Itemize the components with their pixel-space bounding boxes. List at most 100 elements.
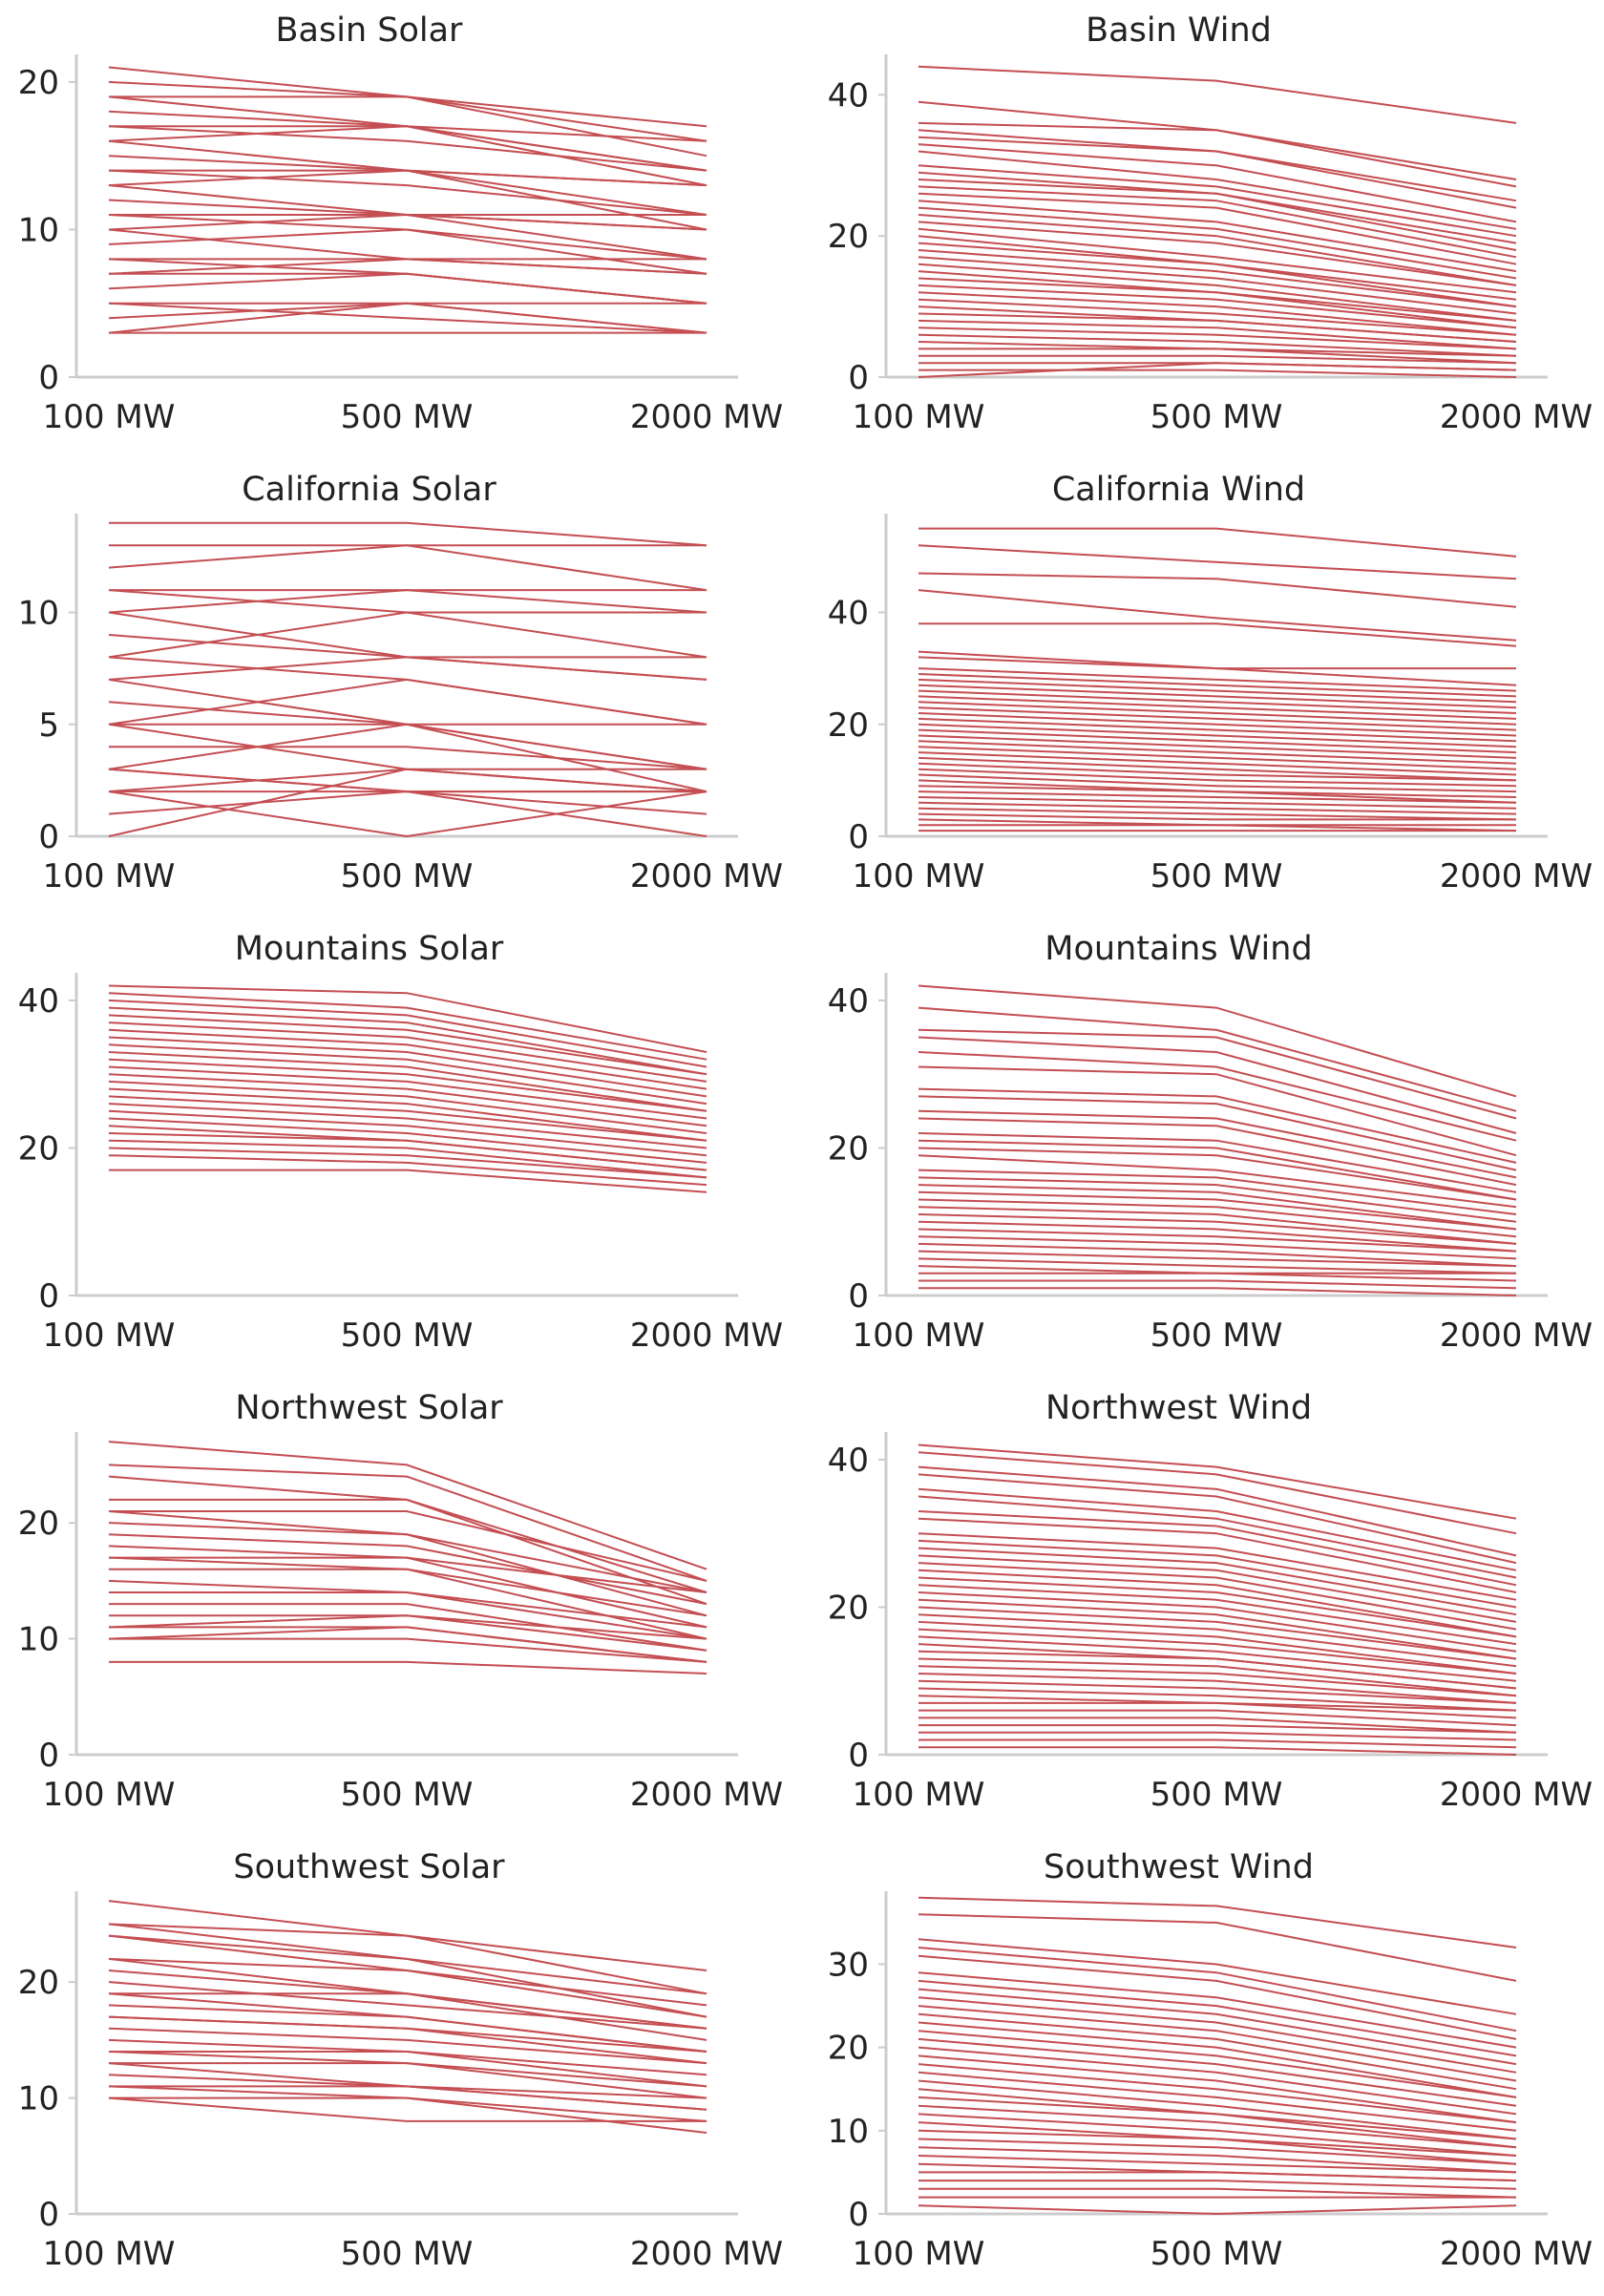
- series-line: [918, 1554, 1517, 1623]
- series-line: [918, 249, 1517, 308]
- series-line: [109, 1556, 707, 1593]
- series-line: [108, 1065, 707, 1120]
- series-line: [108, 228, 707, 261]
- series-line: [108, 1464, 707, 1582]
- x-tick-label: 100 MW: [43, 1776, 176, 1814]
- series-line: [918, 2138, 1517, 2165]
- series-line: [108, 1109, 707, 1157]
- y-tick-label: 40: [18, 982, 59, 1021]
- y-tick-label: 0: [38, 2196, 59, 2234]
- x-tick-label: 2000 MW: [630, 2235, 783, 2273]
- panel-northwest-wind: Northwest Wind 0 20 40 100 MW 500 MW 2000 MW: [828, 1389, 1593, 1814]
- x-tick-label: 100 MW: [43, 857, 176, 895]
- series-line: [109, 125, 707, 187]
- series-line: [918, 1190, 1517, 1231]
- series-line: [108, 2027, 707, 2065]
- series-line: [918, 164, 1517, 238]
- series-line: [918, 785, 1517, 804]
- series-line: [918, 2005, 1517, 2082]
- y-tick-label: 0: [848, 359, 869, 397]
- series-line: [918, 544, 1517, 580]
- series-line: [108, 1006, 707, 1076]
- series-line: [108, 2004, 707, 2053]
- panel-title: Mountains Wind: [1045, 930, 1312, 968]
- series-line: [918, 1051, 1517, 1142]
- series-line: [918, 179, 1517, 251]
- series-line: [108, 589, 707, 659]
- series-line: [918, 1465, 1517, 1557]
- series-line: [918, 667, 1517, 692]
- series-line: [918, 1738, 1517, 1749]
- series-line: [918, 1562, 1517, 1631]
- series-line: [108, 1441, 707, 1570]
- series-line: [918, 1220, 1517, 1253]
- series-line: [918, 572, 1517, 608]
- series-line: [108, 169, 707, 231]
- y-tick-label: 0: [848, 1737, 869, 1775]
- series-line: [918, 1206, 1517, 1245]
- series-line: [109, 1498, 707, 1606]
- series-line: [918, 1576, 1517, 1638]
- series-line: [108, 790, 707, 838]
- series-line: [108, 1957, 707, 2018]
- y-tick-label: 0: [848, 818, 869, 856]
- series-line: [918, 656, 1517, 686]
- series-line: [918, 185, 1517, 259]
- series-line: [108, 125, 707, 172]
- series-line: [918, 284, 1517, 329]
- series-line: [918, 1709, 1517, 1727]
- series-line: [918, 369, 1517, 378]
- series-line: [918, 1547, 1517, 1616]
- series-line: [108, 2096, 707, 2122]
- series-line: [918, 812, 1516, 821]
- series-line: [918, 65, 1517, 124]
- series-line: [918, 1272, 1517, 1282]
- y-tick-label: 40: [828, 1442, 869, 1480]
- series-line: [109, 2062, 707, 2099]
- series-line: [918, 2171, 1517, 2182]
- series-line: [918, 695, 1517, 720]
- series-line: [108, 589, 707, 614]
- series-line: [109, 589, 707, 614]
- x-tick-label: 2000 MW: [1440, 1317, 1593, 1355]
- series-line: [918, 1036, 1517, 1134]
- x-tick-label: 2000 MW: [1440, 857, 1593, 895]
- series-line: [918, 2037, 1517, 2107]
- panel-title: Basin Solar: [276, 11, 464, 50]
- y-tick-label: 20: [18, 1964, 59, 2002]
- x-tick-label: 100 MW: [43, 1317, 176, 1355]
- series-line: [918, 1569, 1517, 1638]
- x-tick-label: 500 MW: [341, 1776, 474, 1814]
- series-line: [918, 1954, 1517, 2040]
- y-tick-label: 10: [18, 595, 59, 633]
- series-line: [918, 326, 1517, 350]
- series-line: [108, 1103, 707, 1149]
- series-line: [918, 2180, 1517, 2190]
- series-line: [918, 740, 1517, 765]
- series-line: [108, 1132, 707, 1171]
- series-line: [918, 773, 1517, 793]
- series-line: [918, 734, 1517, 759]
- panel-mountains-wind: Mountains Wind 0 20 40 100 MW 500 MW 2000 MW: [828, 930, 1593, 1355]
- series-line: [918, 1176, 1517, 1223]
- series-line: [918, 1717, 1517, 1734]
- panel-title: Northwest Solar: [235, 1389, 503, 1427]
- x-tick-label: 500 MW: [341, 2235, 474, 2273]
- series-line: [918, 2030, 1517, 2098]
- series-line: [918, 717, 1517, 743]
- series-line: [109, 95, 707, 158]
- series-line: [108, 1043, 707, 1106]
- series-line: [108, 1014, 707, 1076]
- series-line: [918, 214, 1517, 286]
- series-line: [918, 1606, 1517, 1660]
- series-line: [918, 206, 1517, 280]
- series-line: [108, 1117, 707, 1164]
- series-line: [918, 2155, 1517, 2174]
- series-line: [918, 1532, 1517, 1601]
- series-line: [918, 362, 1517, 371]
- series-line: [109, 1637, 707, 1663]
- series-line: [109, 1660, 707, 1675]
- series-line: [109, 521, 707, 547]
- series-line: [108, 1028, 707, 1090]
- series-line: [918, 2113, 1517, 2157]
